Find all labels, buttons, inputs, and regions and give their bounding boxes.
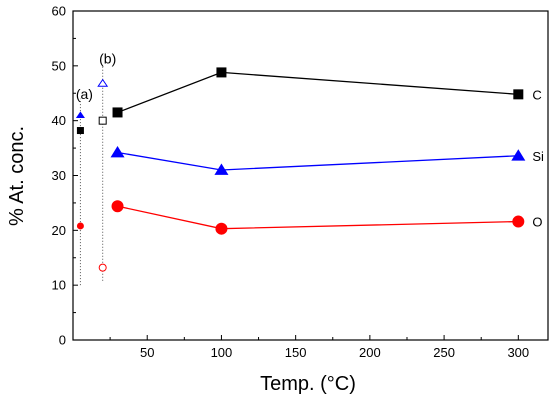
plot-area: 0 10 20 30 40 50 60 50 100 150 200 250 300 (a) (b) C Si O (52, 4, 549, 360)
series-line-c (117, 71, 519, 114)
x-tick-label: 200 (359, 345, 381, 360)
plot-frame (72, 10, 549, 341)
x-tick-label: 250 (433, 345, 455, 360)
data-point-o (215, 222, 228, 235)
x-tick-label: 150 (285, 345, 307, 360)
reference-point-o (98, 263, 107, 272)
y-tick-label: 10 (52, 278, 66, 293)
reference-point-si (75, 111, 85, 119)
data-point-si (511, 149, 526, 161)
y-tick-label: 20 (52, 223, 66, 238)
series-label-o: O (532, 215, 542, 230)
reference-point-o (76, 222, 84, 230)
data-point-si (110, 145, 125, 158)
reference-label: (a) (76, 86, 93, 102)
y-tick-label: 60 (52, 4, 66, 19)
data-point-c (216, 67, 227, 78)
data-point-c (513, 89, 524, 100)
reference-point-c (98, 116, 107, 125)
x-axis-title: Temp. (°C) (260, 373, 356, 395)
reference-label: (b) (99, 50, 116, 66)
data-point-o (512, 215, 525, 228)
data-point-c (112, 107, 123, 118)
x-tick-label: 50 (140, 345, 154, 360)
y-tick-label: 0 (59, 333, 66, 348)
x-tick-label: 100 (211, 345, 233, 360)
data-point-si (214, 163, 229, 175)
series-label-c: C (532, 87, 541, 102)
series-label-si: Si (532, 149, 544, 164)
reference-point-si (97, 78, 109, 87)
series-line-o (117, 205, 519, 230)
reference-point-c (76, 127, 84, 135)
series-line-si (117, 151, 519, 171)
x-tick-label: 300 (507, 345, 529, 360)
y-tick-label: 40 (52, 113, 66, 128)
data-point-o (111, 200, 124, 213)
y-axis-title: % At. conc. (6, 126, 28, 226)
y-tick-label: 30 (52, 168, 66, 183)
y-tick-label: 50 (52, 58, 66, 73)
